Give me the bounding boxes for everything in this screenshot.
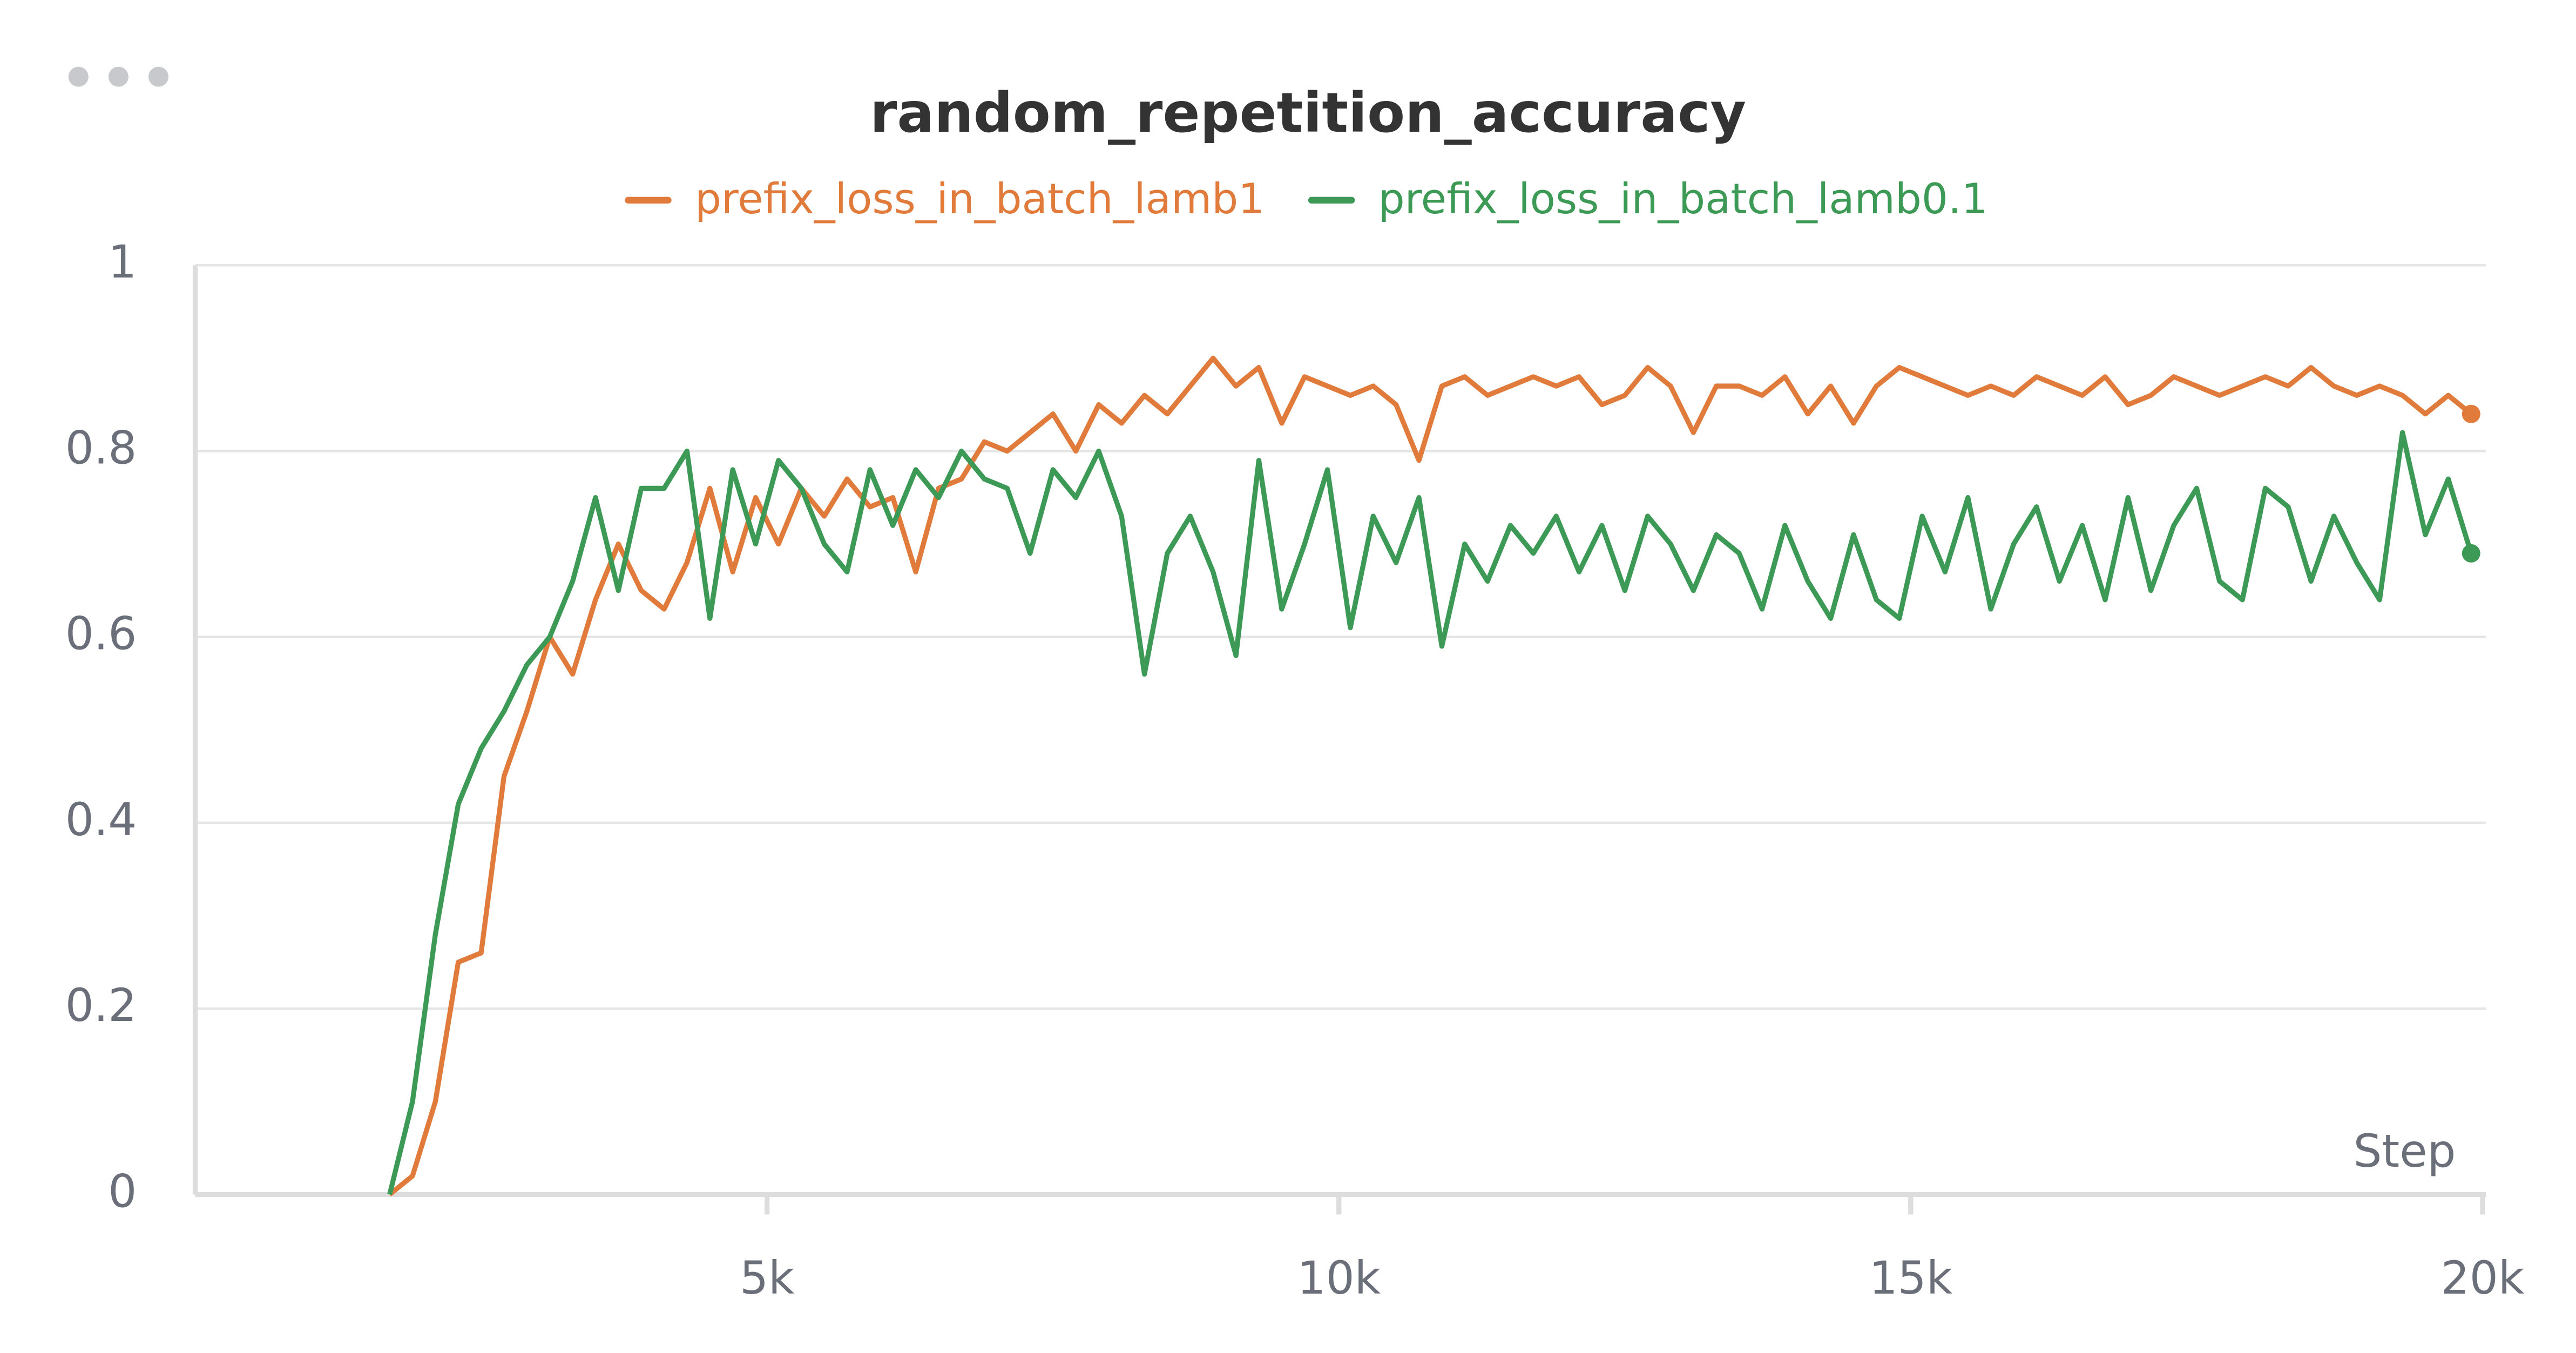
series-line <box>388 355 2473 1197</box>
legend-label: prefix_loss_in_batch_lamb1 <box>695 175 1265 224</box>
x-tick-label: 10k <box>1297 1252 1381 1304</box>
menu-dot[interactable] <box>148 66 169 87</box>
y-tick-label: 0.6 <box>65 608 137 660</box>
legend-item[interactable]: prefix_loss_in_batch_lamb0.1 <box>1308 175 1988 224</box>
grid <box>195 263 2486 1196</box>
legend-label: prefix_loss_in_batch_lamb0.1 <box>1378 175 1988 224</box>
legend: prefix_loss_in_batch_lamb1 prefix_loss_in… <box>625 175 1988 224</box>
x-tick-label: 15k <box>1869 1252 1953 1304</box>
x-axis-label: Step <box>2354 1125 2456 1178</box>
plot-area <box>387 355 2480 1197</box>
y-tick-label: 0.2 <box>65 979 137 1032</box>
legend-item[interactable]: prefix_loss_in_batch_lamb1 <box>625 175 1265 224</box>
x-tick-label: 20k <box>2441 1252 2525 1304</box>
menu-dot[interactable] <box>68 66 89 87</box>
y-tick-label: 0.8 <box>65 422 137 474</box>
end-point <box>2462 544 2480 563</box>
x-tick-label: 5k <box>740 1252 795 1304</box>
menu-dot[interactable] <box>108 66 129 87</box>
series-line <box>387 430 2474 1195</box>
y-tick-label: 0.4 <box>65 794 137 846</box>
end-point <box>2462 404 2480 423</box>
y-tick-label: 0 <box>108 1165 137 1217</box>
y-tick-label: 1 <box>108 236 137 288</box>
chart-title: random_repetition_accuracy <box>870 81 1746 145</box>
